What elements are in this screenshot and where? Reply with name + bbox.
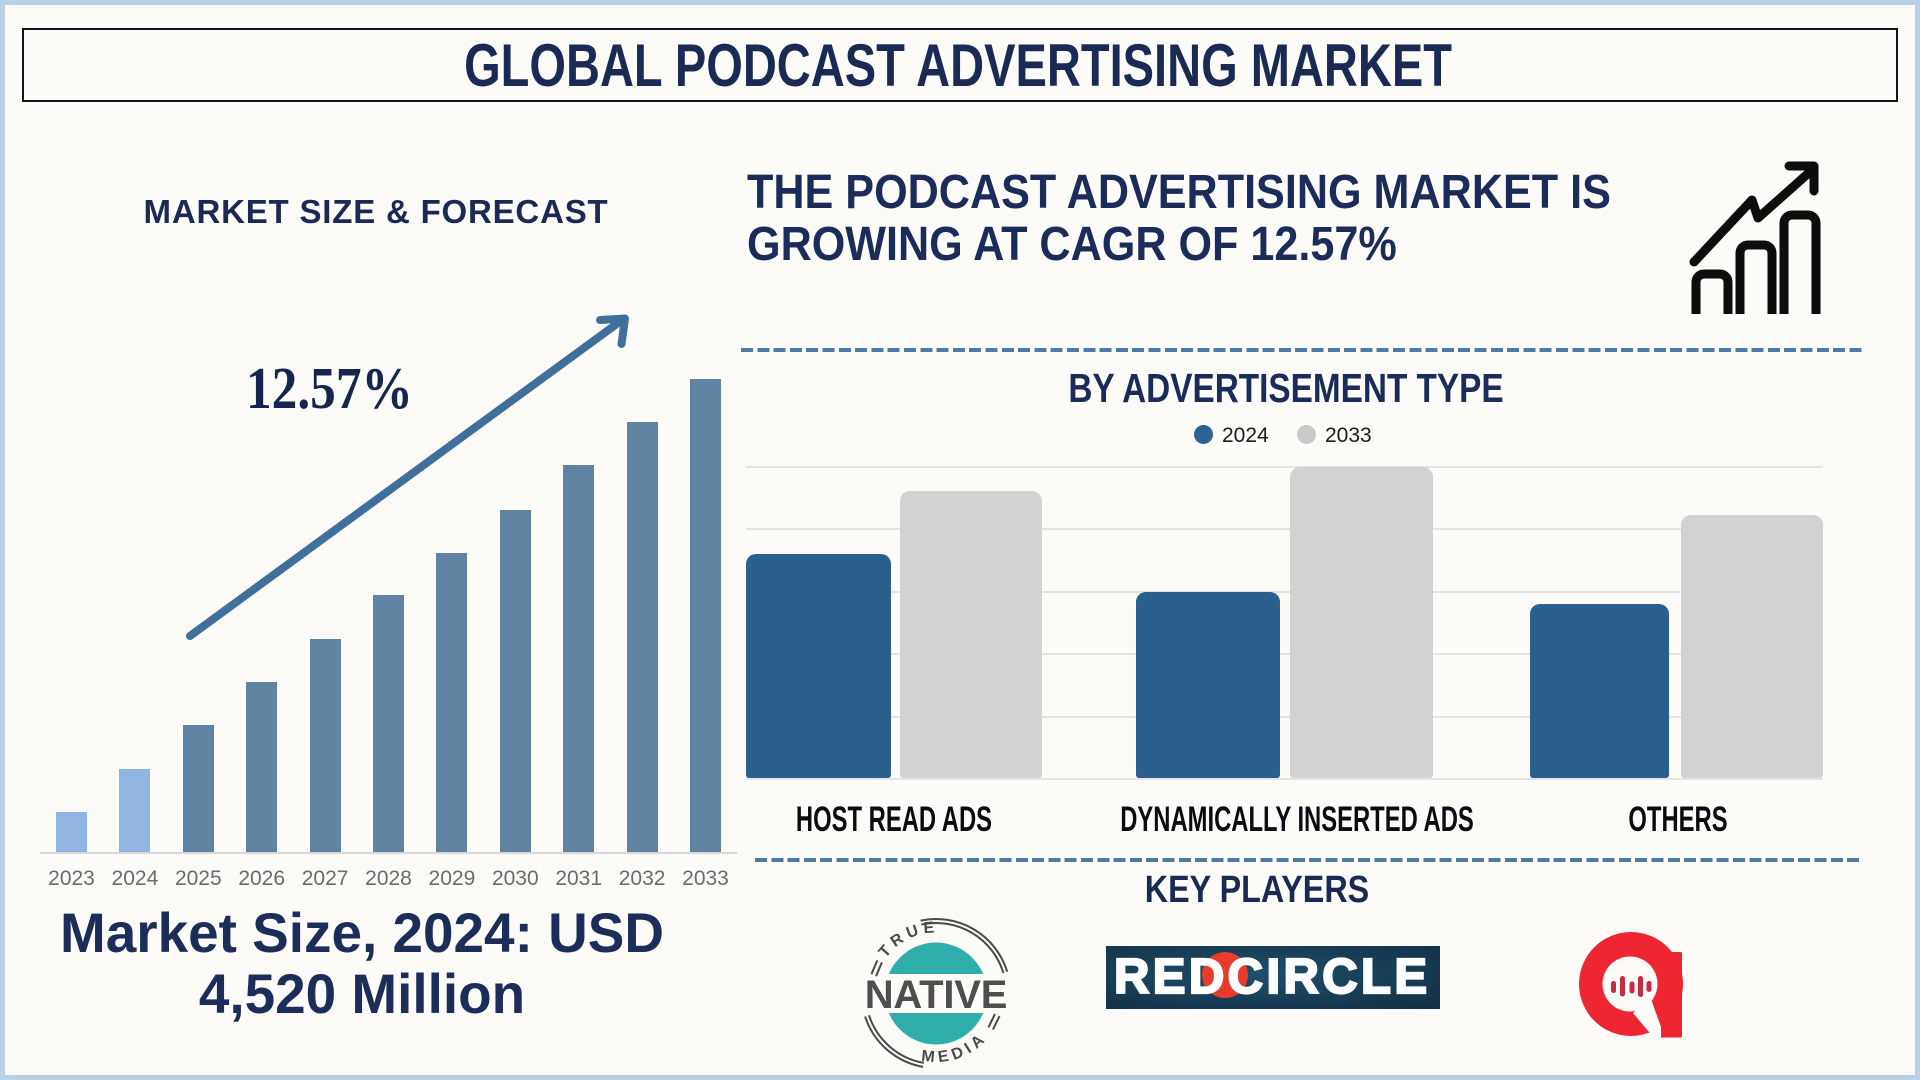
svg-text:NATIVE: NATIVE <box>865 973 1008 1017</box>
svg-text:REDCIRCLE: REDCIRCLE <box>1114 950 1430 1004</box>
